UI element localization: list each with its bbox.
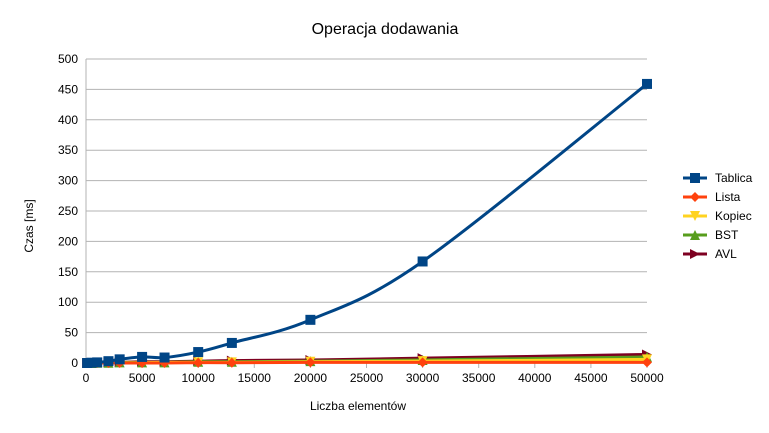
y-tick-label: 350 xyxy=(58,143,78,157)
x-tick-label: 25000 xyxy=(350,371,384,385)
legend-marker xyxy=(690,173,700,183)
series-line xyxy=(87,360,647,365)
legend-label: AVL xyxy=(715,247,737,261)
legend-label: Kopiec xyxy=(715,209,752,223)
data-point xyxy=(137,351,148,362)
legend-label: BST xyxy=(715,228,739,242)
y-tick-label: 50 xyxy=(65,326,79,340)
series-tablica xyxy=(82,78,652,368)
y-tick-label: 500 xyxy=(58,52,78,66)
data-point xyxy=(193,357,204,368)
x-tick-label: 0 xyxy=(83,371,90,385)
data-point xyxy=(86,357,97,368)
data-point xyxy=(642,357,652,368)
y-tick-label: 200 xyxy=(58,234,78,248)
legend-marker xyxy=(690,230,700,240)
legend-item-avl: AVL xyxy=(683,247,737,261)
data-point xyxy=(226,357,237,368)
x-tick-label: 40000 xyxy=(518,371,552,385)
y-tick-label: 0 xyxy=(71,356,78,370)
data-point xyxy=(92,357,103,368)
data-point xyxy=(417,357,428,368)
legend-item-lista: Lista xyxy=(683,190,741,204)
x-tick-labels: 0 5000 10000 15000 20000 25000 30000 35000 40000… xyxy=(83,371,664,385)
legend-marker xyxy=(690,249,700,259)
chart-title: Operacja dodawania xyxy=(312,21,459,38)
x-tick-label: 5000 xyxy=(129,371,156,385)
data-point xyxy=(193,347,204,358)
legend-item-tablica: Tablica xyxy=(683,171,753,185)
data-point xyxy=(305,314,316,325)
y-tick-labels: 0 50 100 150 200 250 300 350 400 450 500 xyxy=(58,52,78,370)
data-point xyxy=(417,256,428,267)
y-tick-label: 100 xyxy=(58,295,78,309)
x-tick-label: 50000 xyxy=(630,371,664,385)
legend-item-bst: BST xyxy=(683,228,739,242)
legend-label: Lista xyxy=(715,190,741,204)
y-tick-label: 300 xyxy=(58,174,78,188)
y-tick-label: 450 xyxy=(58,82,78,96)
x-tick-label: 45000 xyxy=(574,371,608,385)
y-tick-label: 400 xyxy=(58,113,78,127)
data-point xyxy=(159,352,170,363)
legend-marker xyxy=(690,192,700,202)
grid xyxy=(85,58,648,368)
y-tick-label: 150 xyxy=(58,265,78,279)
x-tick-label: 30000 xyxy=(406,371,440,385)
data-point xyxy=(103,356,114,367)
y-axis-title: Czas [ms] xyxy=(22,199,36,252)
x-tick-label: 35000 xyxy=(462,371,496,385)
data-point xyxy=(305,357,316,368)
series-line xyxy=(87,82,648,365)
series-group xyxy=(82,78,652,368)
x-axis-title: Liczba elementów xyxy=(310,399,406,413)
legend-marker xyxy=(690,211,700,221)
legend: Tablica Lista Kopiec BST AVL xyxy=(683,171,753,261)
data-point xyxy=(642,78,652,89)
x-tick-label: 10000 xyxy=(182,371,216,385)
data-point xyxy=(226,337,237,348)
data-point xyxy=(114,354,125,365)
legend-label: Tablica xyxy=(715,171,753,185)
legend-item-kopiec: Kopiec xyxy=(683,209,752,223)
x-tick-label: 20000 xyxy=(294,371,328,385)
y-tick-label: 250 xyxy=(58,204,78,218)
x-tick-label: 15000 xyxy=(238,371,272,385)
